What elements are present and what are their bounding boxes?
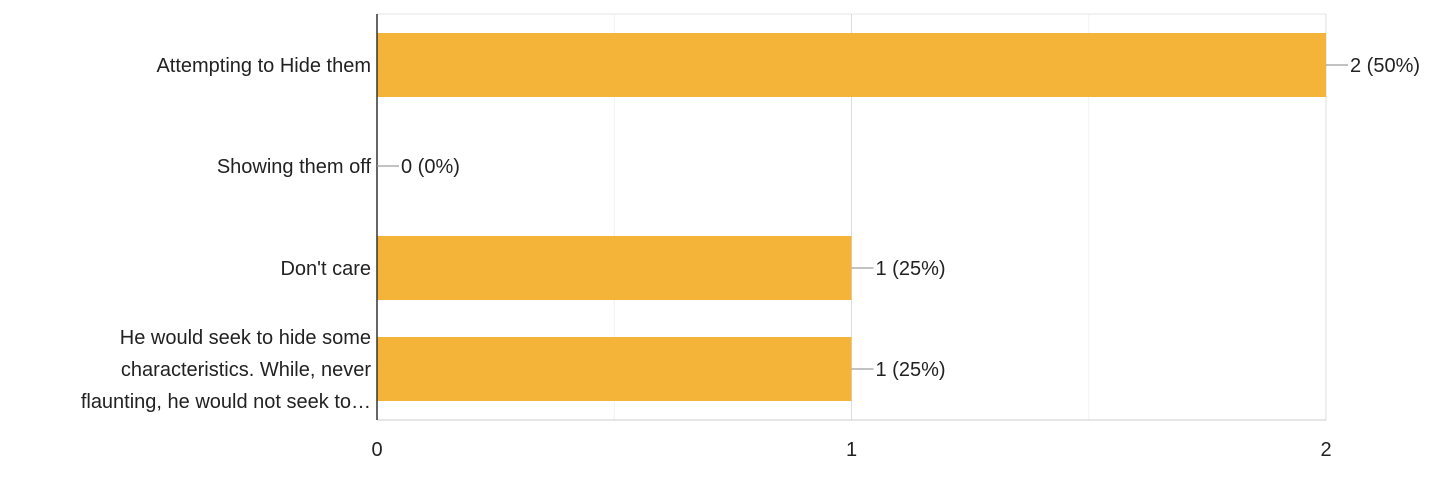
category-label: Attempting to Hide them (156, 55, 371, 77)
bar (377, 236, 852, 300)
data-label: 1 (25%) (876, 258, 946, 280)
x-tick-label: 2 (1320, 439, 1331, 461)
bar (377, 33, 1326, 97)
data-label: 2 (50%) (1350, 55, 1420, 77)
data-label: 0 (0%) (401, 156, 460, 178)
x-tick-label: 0 (371, 439, 382, 461)
category-label: Showing them off (217, 156, 372, 178)
axes (376, 14, 1326, 421)
bar (377, 337, 852, 401)
bars (377, 33, 1326, 401)
data-label: 1 (25%) (876, 359, 946, 381)
x-tick-label: 1 (846, 439, 857, 461)
labels: 0 1 2 2 (50%) Attempting to Hide them 0 (0%) S… (81, 55, 1420, 461)
category-label: Don't care (280, 258, 371, 280)
category-label: He would seek to hide some characteristic… (81, 327, 372, 413)
